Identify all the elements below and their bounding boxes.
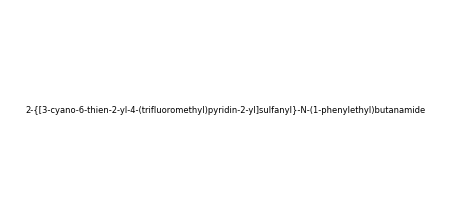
Text: 2-{[3-cyano-6-thien-2-yl-4-(trifluoromethyl)pyridin-2-yl]sulfanyl}-N-(1-phenylet: 2-{[3-cyano-6-thien-2-yl-4-(trifluoromet…: [26, 106, 425, 114]
